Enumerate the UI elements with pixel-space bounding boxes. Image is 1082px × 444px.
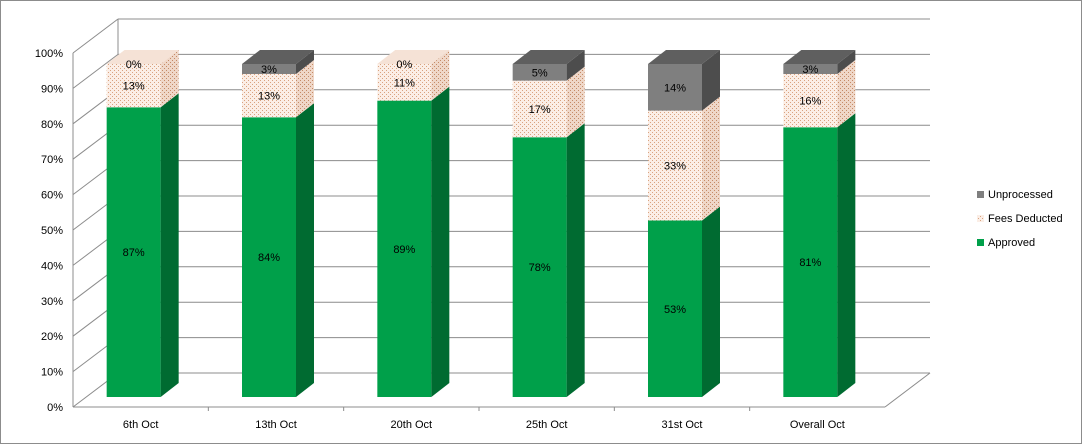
axis-layer: 0% 10% 20% 30% 40% 50% 60% 70% 80% 90% 100% 6th Oct… — [35, 19, 931, 431]
y-tick-label: 50% — [41, 225, 63, 237]
legend-item: Approved — [977, 237, 1035, 249]
y-tick-label: 70% — [41, 154, 63, 166]
data-label: 53% — [664, 304, 686, 316]
bar-segment-approved-side — [160, 93, 179, 397]
legend-swatch — [977, 215, 984, 222]
bar-segment-unprocessed-top — [512, 50, 585, 64]
bar-segment-unprocessed — [512, 64, 567, 81]
x-tick-label: 25th Oct — [526, 419, 568, 431]
data-label: 33% — [664, 161, 686, 173]
bar-segment-fees-deducted-side — [566, 66, 585, 138]
bar-segment-unprocessed — [783, 64, 838, 74]
legend-label: Approved — [988, 237, 1035, 249]
bar-segment-approved-side — [431, 86, 450, 397]
y-tick-label: 80% — [41, 119, 63, 131]
x-tick-label: Overall Oct — [790, 419, 845, 431]
legend-label: Unprocessed — [988, 189, 1053, 201]
bar-segment-fees-deducted-side — [160, 50, 179, 108]
data-label: 89% — [393, 244, 415, 256]
bar-segment-fees-deducted — [242, 73, 296, 118]
bar-stack: 81% 16% 3% — [783, 50, 856, 398]
data-label: 78% — [529, 262, 551, 274]
bar-segment-approved-side — [702, 206, 720, 397]
data-label: 14% — [664, 82, 686, 94]
bar-segment-approved — [242, 117, 296, 397]
data-label: 0% — [396, 59, 412, 71]
bar-segment-unprocessed-top — [106, 50, 179, 64]
data-label: 13% — [123, 81, 145, 93]
bar-segment-approved — [106, 107, 161, 397]
bar-stack: 89% 11% 0% — [377, 50, 450, 397]
x-tick-label: 13th Oct — [255, 419, 297, 431]
bar-stack: 84% 13% 3% — [242, 50, 314, 397]
data-label: 87% — [123, 247, 145, 259]
bar-segment-fees-deducted — [512, 80, 567, 138]
bar-segment-unprocessed-side — [566, 50, 585, 81]
data-label: 81% — [799, 257, 821, 269]
legend-item: Fees Deducted — [977, 213, 1063, 225]
y-tick-label: 40% — [41, 260, 63, 272]
bar-segment-unprocessed-side — [702, 50, 720, 111]
bar-segment-fees-deducted — [783, 73, 838, 128]
bar-segment-fees-deducted — [106, 64, 161, 108]
bar-segment-unprocessed-top — [783, 50, 856, 64]
gridline-diagonal — [72, 54, 119, 89]
bar-segment-approved — [648, 220, 702, 397]
y-tick-label: 90% — [41, 83, 63, 95]
data-label: 13% — [258, 91, 280, 103]
y-tick-label: 30% — [41, 296, 63, 308]
x-tick-label: 6th Oct — [123, 419, 158, 431]
bar-segment-unprocessed — [648, 64, 702, 111]
bar-segment-unprocessed — [242, 64, 296, 74]
bar-segment-fees-deducted-side — [431, 50, 450, 101]
bar-stack: 53% 33% 14% — [648, 50, 720, 397]
bar-segment-unprocessed-side — [296, 50, 314, 74]
bar-stack: 78% 17% 5% — [512, 50, 585, 397]
legend: Unprocessed Fees Deducted Approved — [977, 189, 1063, 249]
bar-segment-approved-side — [837, 113, 856, 398]
bar-segment-approved-side — [566, 123, 585, 397]
data-label: 17% — [529, 104, 551, 116]
floor-edge — [884, 372, 931, 408]
legend-swatch — [977, 239, 984, 246]
x-tick-label: 20th Oct — [391, 419, 433, 431]
y-tick-label: 100% — [35, 48, 63, 60]
bar-segment-fees-deducted-side — [702, 96, 720, 221]
bar-segment-fees-deducted — [648, 110, 702, 221]
data-label: 3% — [261, 64, 277, 76]
y-tick-label: 20% — [41, 331, 63, 343]
legend-item: Unprocessed — [977, 189, 1053, 201]
bar-segment-fees-deducted-side — [296, 59, 314, 118]
bar-segment-fees-deducted-side — [837, 59, 856, 128]
data-label: 16% — [799, 96, 821, 108]
data-label: 84% — [258, 252, 280, 264]
y-tick-label: 60% — [41, 190, 63, 202]
bar-segment-unprocessed-top — [648, 50, 720, 64]
bar-segment-approved-side — [296, 103, 314, 397]
bar-segment-unprocessed-side — [837, 50, 856, 74]
data-label: 11% — [394, 77, 415, 89]
legend-label: Fees Deducted — [988, 213, 1063, 225]
legend-swatch — [977, 191, 984, 198]
bars-layer: 87% 13% 0% 84% 13% 3% 89% 11% 0% 78% 17% 5% 53% 33% 14… — [106, 50, 856, 398]
y-tick-label: 10% — [41, 367, 63, 379]
data-label: 0% — [126, 59, 142, 71]
bar-stack: 87% 13% 0% — [106, 50, 179, 397]
bar-segment-approved — [783, 127, 838, 398]
y-tick-label: 0% — [47, 402, 63, 414]
bar-segment-unprocessed-top — [377, 50, 450, 64]
bar-segment-approved — [377, 100, 432, 397]
gridline-diagonal — [72, 18, 119, 54]
bar-segment-approved — [512, 137, 567, 397]
data-label: 3% — [802, 64, 818, 76]
data-label: 5% — [532, 67, 548, 79]
bar-segment-unprocessed-top — [242, 50, 314, 64]
x-tick-label: 31st Oct — [662, 419, 703, 431]
bar-segment-fees-deducted — [377, 64, 432, 101]
